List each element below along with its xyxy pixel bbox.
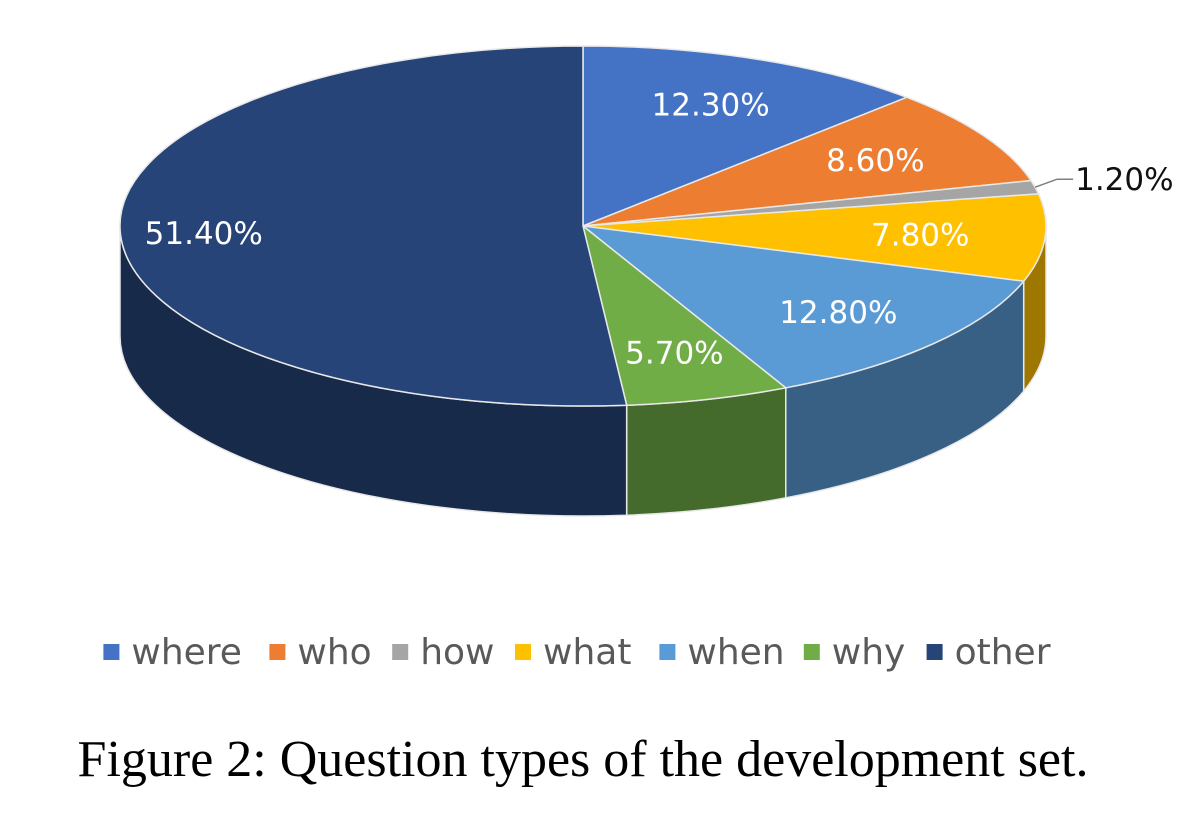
slice-who [582, 96, 1033, 227]
pie-top-faces [119, 45, 1047, 407]
pie-data-labels: 12.30% 8.60% 1.20% 7.80% 12.80% 5.70% 51.40% [145, 87, 1174, 371]
legend: where who how what when why other [103, 632, 1051, 673]
pie-sides [119, 225, 1047, 517]
legend-label-why: why [832, 632, 906, 673]
legend-swatch-where [103, 644, 120, 660]
legend-label-when: when [687, 632, 784, 673]
legend-label-what: what [543, 632, 631, 673]
legend-label-other: other [955, 632, 1051, 673]
data-label-other: 51.40% [145, 216, 263, 252]
slice-other [119, 45, 628, 407]
legend-swatch-why [803, 644, 820, 660]
leader-line-how [1034, 178, 1074, 188]
slice-what [582, 193, 1047, 282]
slice-side-why [625, 386, 787, 516]
data-label-what: 7.80% [871, 218, 969, 254]
data-label-who: 8.60% [826, 143, 924, 179]
slice-why [581, 224, 788, 406]
slice-where [582, 45, 909, 228]
data-label-how: 1.20% [1075, 162, 1173, 198]
legend-label-how: how [420, 632, 494, 673]
data-label-where: 12.30% [652, 87, 770, 123]
legend-swatch-how [392, 644, 409, 660]
legend-label-who: who [297, 632, 371, 673]
figure-caption: Figure 2: Question types of the developm… [78, 731, 1089, 788]
legend-swatch-when [659, 644, 676, 660]
legend-label-where: where [131, 632, 242, 673]
data-label-when: 12.80% [779, 295, 897, 331]
legend-swatch-other [926, 644, 943, 660]
legend-swatch-who [269, 644, 286, 660]
data-label-why: 5.70% [625, 336, 723, 372]
legend-swatch-what [515, 644, 531, 660]
slice-when [580, 224, 1026, 389]
